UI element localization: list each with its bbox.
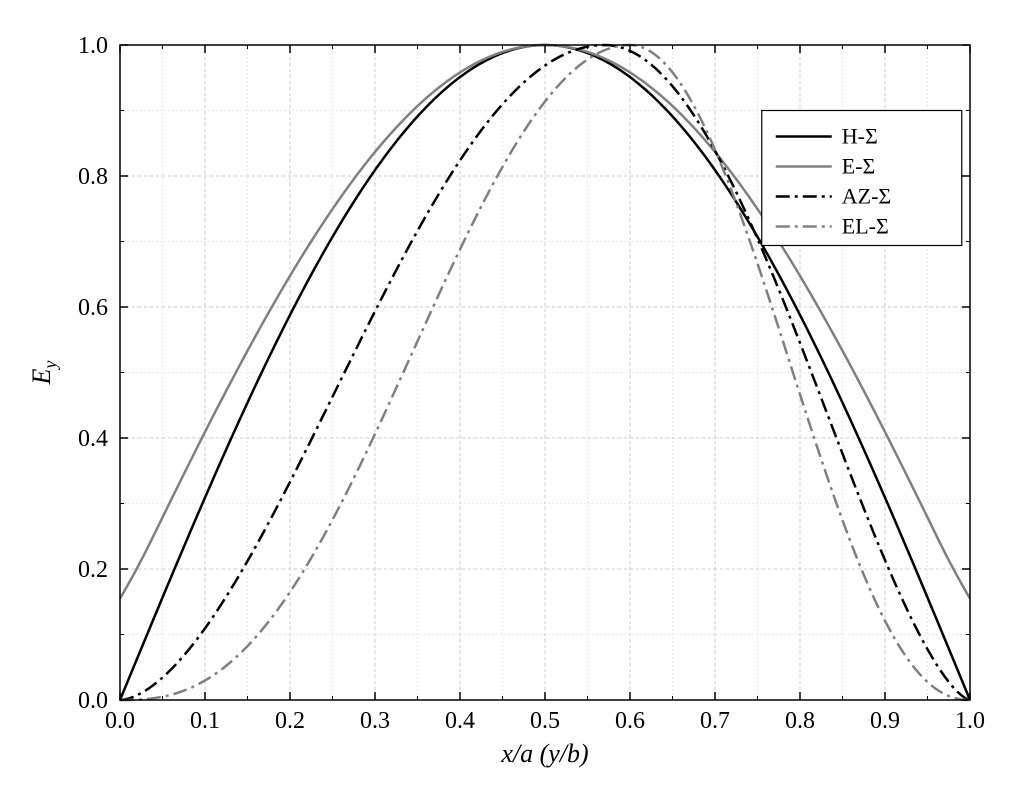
y-axis-label: Ey (27, 361, 60, 386)
x-tick-label: 0.0 (105, 708, 135, 734)
legend-label: E-Σ (842, 154, 876, 179)
y-tick-label: 0.2 (78, 557, 108, 583)
x-tick-label: 0.8 (785, 708, 815, 734)
y-tick-label: 0.4 (78, 426, 108, 452)
x-tick-label: 0.5 (530, 708, 560, 734)
x-tick-label: 0.3 (360, 708, 390, 734)
x-tick-label: 0.4 (445, 708, 475, 734)
y-tick-label: 0.0 (78, 688, 108, 714)
legend-label: AZ-Σ (842, 184, 891, 209)
x-tick-label: 0.6 (615, 708, 645, 734)
line-chart: 0.0 0.1 0.2 0.3 0.4 0.5 0.6 0.7 0.8 0.9 1.0 0.0 0.2 0… (0, 0, 1024, 791)
legend-label: H-Σ (842, 124, 878, 149)
x-tick-label: 1.0 (955, 708, 985, 734)
x-tick-label: 0.1 (190, 708, 220, 734)
y-tick-label: 0.6 (78, 295, 108, 321)
y-tick-label: 1.0 (78, 33, 108, 59)
chart-container: 0.0 0.1 0.2 0.3 0.4 0.5 0.6 0.7 0.8 0.9 1.0 0.0 0.2 0… (0, 0, 1024, 791)
x-tick-label: 0.2 (275, 708, 305, 734)
x-tick-label: 0.9 (870, 708, 900, 734)
x-axis-label: x/a (y/b) (500, 739, 588, 768)
x-tick-label: 0.7 (700, 708, 730, 734)
y-tick-label: 0.8 (78, 164, 108, 190)
legend-label: EL-Σ (842, 214, 889, 239)
